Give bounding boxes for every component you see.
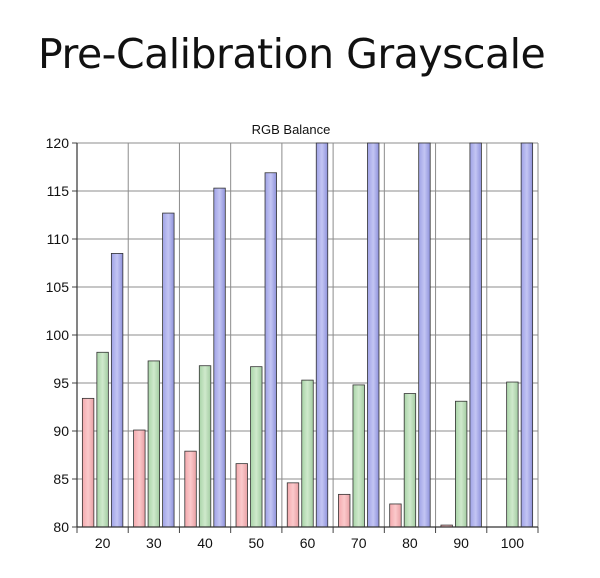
y-tick-label: 120 — [46, 135, 70, 151]
bar-blue-20 — [110, 252, 124, 528]
x-tick-label: 90 — [453, 535, 469, 551]
bar-blue-60 — [315, 142, 329, 528]
y-tick-label: 105 — [46, 279, 70, 295]
bar-blue-30 — [162, 212, 175, 528]
x-tick-label: 70 — [351, 535, 367, 551]
x-tick-label: 100 — [501, 535, 525, 551]
labels-layer: 80 85 90 95 100 105 110 115 120 20 30 40 50 60 70 80 90 1… — [46, 135, 525, 551]
y-tick-label: 85 — [53, 471, 69, 487]
chart-title: RGB Balance — [252, 122, 331, 137]
bar-green-90 — [455, 400, 468, 528]
bar-red-30 — [133, 429, 146, 528]
y-tick-label: 90 — [53, 423, 69, 439]
axis-layer — [72, 142, 539, 533]
bar-blue-40 — [213, 187, 226, 528]
slide-title: Pre-Calibration Grayscale — [38, 30, 546, 78]
y-tick-label: 100 — [46, 327, 70, 343]
bar-red-70 — [338, 493, 351, 528]
bar-red-80 — [389, 503, 402, 528]
bar-green-30 — [147, 360, 160, 528]
y-tick-label: 95 — [53, 375, 69, 391]
bar-red-20 — [81, 397, 95, 528]
y-tick-label: 115 — [47, 183, 70, 199]
bar-blue-70 — [367, 142, 380, 528]
bar-green-20 — [96, 351, 109, 528]
bar-blue-100 — [520, 142, 534, 528]
x-tick-label: 50 — [248, 535, 264, 551]
bar-red-40 — [184, 450, 197, 528]
bars-layer — [81, 142, 534, 528]
x-tick-label: 30 — [146, 535, 162, 551]
bar-blue-90 — [469, 142, 482, 528]
bar-green-100 — [506, 381, 519, 528]
bar-green-80 — [403, 393, 417, 528]
y-tick-label: 80 — [53, 519, 69, 535]
bar-green-70 — [352, 384, 365, 528]
bar-blue-80 — [418, 142, 431, 528]
bar-green-50 — [250, 366, 263, 528]
x-tick-label: 60 — [300, 535, 316, 551]
bar-green-60 — [301, 379, 314, 528]
x-tick-label: 20 — [95, 535, 111, 551]
x-tick-label: 40 — [197, 535, 213, 551]
x-tick-label: 80 — [402, 535, 418, 551]
bar-red-60 — [286, 482, 300, 528]
bar-green-40 — [198, 365, 212, 528]
bar-red-50 — [235, 463, 248, 528]
bar-blue-50 — [264, 172, 277, 528]
y-tick-label: 110 — [47, 231, 70, 247]
